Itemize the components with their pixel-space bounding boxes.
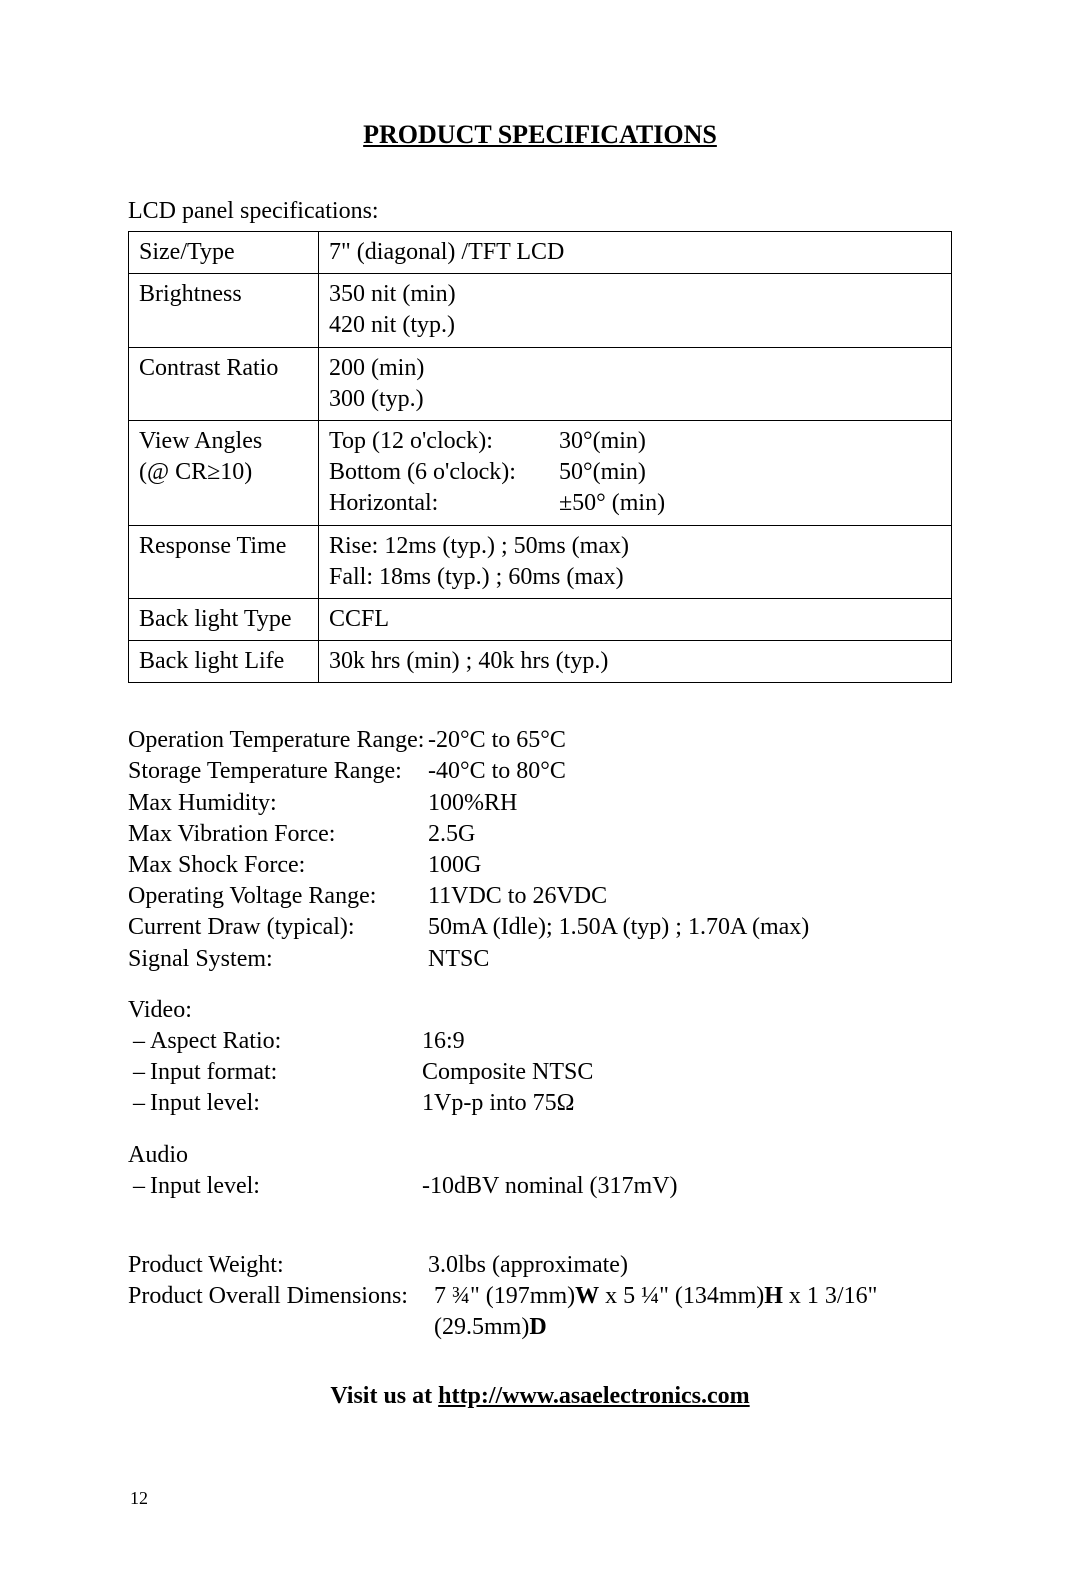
spec-label: Brightness — [129, 274, 319, 347]
bullet-row: –Aspect Ratio:16:9 — [128, 1026, 952, 1057]
view-angle-line: Horizontal: ±50° (min) — [329, 488, 941, 519]
spec-label: Back light Type — [129, 598, 319, 640]
page: PRODUCT SPECIFICATIONS LCD panel specifi… — [0, 0, 1080, 1569]
kv-key: Max Shock Force: — [128, 850, 428, 881]
kv-row: Signal System:NTSC — [128, 944, 952, 975]
kv-row: Max Humidity:100%RH — [128, 788, 952, 819]
bullet-key: Input level: — [150, 1171, 422, 1202]
spec-label: View Angles (@ CR≥10) — [129, 420, 319, 525]
kv-val: 11VDC to 26VDC — [428, 881, 952, 912]
va-val: ±50° (min) — [559, 488, 941, 519]
kv-key: Max Vibration Force: — [128, 819, 428, 850]
dimensions-row: Product Overall Dimensions: 7 ¾" (197mm)… — [128, 1281, 952, 1343]
weight-dims-section: Product Weight: 3.0lbs (approximate) Pro… — [128, 1250, 952, 1344]
dim-w-label: W — [575, 1283, 599, 1309]
view-angle-line: Bottom (6 o'clock): 50°(min) — [329, 457, 941, 488]
kv-row: Product Weight: 3.0lbs (approximate) — [128, 1250, 952, 1281]
dims-val: 7 ¾" (197mm)W x 5 ¼" (134mm)H x 1 3/16" … — [434, 1281, 952, 1343]
dim-sep: x — [783, 1283, 807, 1309]
table-row: Back light Type CCFL — [129, 598, 952, 640]
bullet-val: 1Vp-p into 75Ω — [422, 1088, 575, 1119]
dim-sep: x — [599, 1283, 623, 1309]
kv-val: 2.5G — [428, 819, 952, 850]
bullet-row: –Input level:1Vp-p into 75Ω — [128, 1088, 952, 1119]
kv-row: Operating Voltage Range:11VDC to 26VDC — [128, 881, 952, 912]
page-number: 12 — [130, 1488, 952, 1509]
spec-value: Top (12 o'clock): 30°(min) Bottom (6 o'c… — [319, 420, 952, 525]
bullet-row: –Input level:-10dBV nominal (317mV) — [128, 1171, 952, 1202]
dash-icon: – — [128, 1026, 150, 1057]
spec-label: Back light Life — [129, 641, 319, 683]
spec-label: Contrast Ratio — [129, 347, 319, 420]
dim-h: 5 ¼" (134mm) — [623, 1283, 764, 1309]
spec-label: Size/Type — [129, 232, 319, 274]
va-key: Horizontal: — [329, 488, 559, 519]
kv-val: 50mA (Idle); 1.50A (typ) ; 1.70A (max) — [428, 912, 952, 943]
kv-row: Storage Temperature Range:-40°C to 80°C — [128, 756, 952, 787]
audio-section: Audio –Input level:-10dBV nominal (317mV… — [128, 1140, 952, 1202]
table-row: Contrast Ratio 200 (min) 300 (typ.) — [129, 347, 952, 420]
view-angles-label-1: View Angles — [139, 428, 262, 454]
spec-label: Response Time — [129, 525, 319, 598]
kv-val: 100G — [428, 850, 952, 881]
table-row: Back light Life 30k hrs (min) ; 40k hrs … — [129, 641, 952, 683]
kv-val: -20°C to 65°C — [428, 725, 952, 756]
bullet-val: -10dBV nominal (317mV) — [422, 1171, 678, 1202]
dash-icon: – — [128, 1088, 150, 1119]
weight-key: Product Weight: — [128, 1250, 428, 1281]
view-angle-line: Top (12 o'clock): 30°(min) — [329, 426, 941, 457]
spec-value: CCFL — [319, 598, 952, 640]
dash-icon: – — [128, 1057, 150, 1088]
kv-key: Current Draw (typical): — [128, 912, 428, 943]
spec-value: 7" (diagonal) /TFT LCD — [319, 232, 952, 274]
kv-key: Max Humidity: — [128, 788, 428, 819]
bullet-key: Input format: — [150, 1057, 422, 1088]
lcd-spec-table: Size/Type 7" (diagonal) /TFT LCD Brightn… — [128, 231, 952, 683]
kv-row: Operation Temperature Range:-20°C to 65°… — [128, 725, 952, 756]
video-section: Video: –Aspect Ratio:16:9 –Input format:… — [128, 995, 952, 1120]
dim-w: 7 ¾" (197mm) — [434, 1283, 575, 1309]
lcd-section-label: LCD panel specifications: — [128, 198, 952, 225]
bullet-key: Aspect Ratio: — [150, 1026, 422, 1057]
dim-d-label: D — [529, 1314, 546, 1340]
page-title: PRODUCT SPECIFICATIONS — [128, 120, 952, 150]
spec-value: Rise: 12ms (typ.) ; 50ms (max) Fall: 18m… — [319, 525, 952, 598]
kv-key: Operation Temperature Range: — [128, 725, 428, 756]
dash-icon: – — [128, 1171, 150, 1202]
table-row: Brightness 350 nit (min) 420 nit (typ.) — [129, 274, 952, 347]
bullet-val: Composite NTSC — [422, 1057, 593, 1088]
va-val: 30°(min) — [559, 426, 941, 457]
kv-row: Current Draw (typical):50mA (Idle); 1.50… — [128, 912, 952, 943]
video-header: Video: — [128, 995, 952, 1026]
bullet-row: –Input format:Composite NTSC — [128, 1057, 952, 1088]
bullet-val: 16:9 — [422, 1026, 465, 1057]
kv-val: 100%RH — [428, 788, 952, 819]
table-row: Response Time Rise: 12ms (typ.) ; 50ms (… — [129, 525, 952, 598]
va-val: 50°(min) — [559, 457, 941, 488]
kv-row: Max Shock Force:100G — [128, 850, 952, 881]
va-key: Top (12 o'clock): — [329, 426, 559, 457]
kv-val: -40°C to 80°C — [428, 756, 952, 787]
table-row: View Angles (@ CR≥10) Top (12 o'clock): … — [129, 420, 952, 525]
dims-key: Product Overall Dimensions: — [128, 1281, 434, 1343]
bullet-key: Input level: — [150, 1088, 422, 1119]
kv-val: NTSC — [428, 944, 952, 975]
spec-value: 350 nit (min) 420 nit (typ.) — [319, 274, 952, 347]
view-angles-label-2: (@ CR≥10) — [139, 459, 252, 485]
footer: Visit us at http://www.asaelectronics.co… — [128, 1383, 952, 1410]
spec-value: 200 (min) 300 (typ.) — [319, 347, 952, 420]
kv-key: Signal System: — [128, 944, 428, 975]
va-key: Bottom (6 o'clock): — [329, 457, 559, 488]
kv-row: Max Vibration Force:2.5G — [128, 819, 952, 850]
environmental-specs: Operation Temperature Range:-20°C to 65°… — [128, 725, 952, 975]
table-row: Size/Type 7" (diagonal) /TFT LCD — [129, 232, 952, 274]
weight-val: 3.0lbs (approximate) — [428, 1250, 628, 1281]
dim-h-label: H — [764, 1283, 783, 1309]
footer-prefix: Visit us at — [330, 1383, 438, 1409]
kv-key: Operating Voltage Range: — [128, 881, 428, 912]
spec-value: 30k hrs (min) ; 40k hrs (typ.) — [319, 641, 952, 683]
footer-link[interactable]: http://www.asaelectronics.com — [438, 1383, 750, 1409]
kv-key: Storage Temperature Range: — [128, 756, 428, 787]
audio-header: Audio — [128, 1140, 952, 1171]
